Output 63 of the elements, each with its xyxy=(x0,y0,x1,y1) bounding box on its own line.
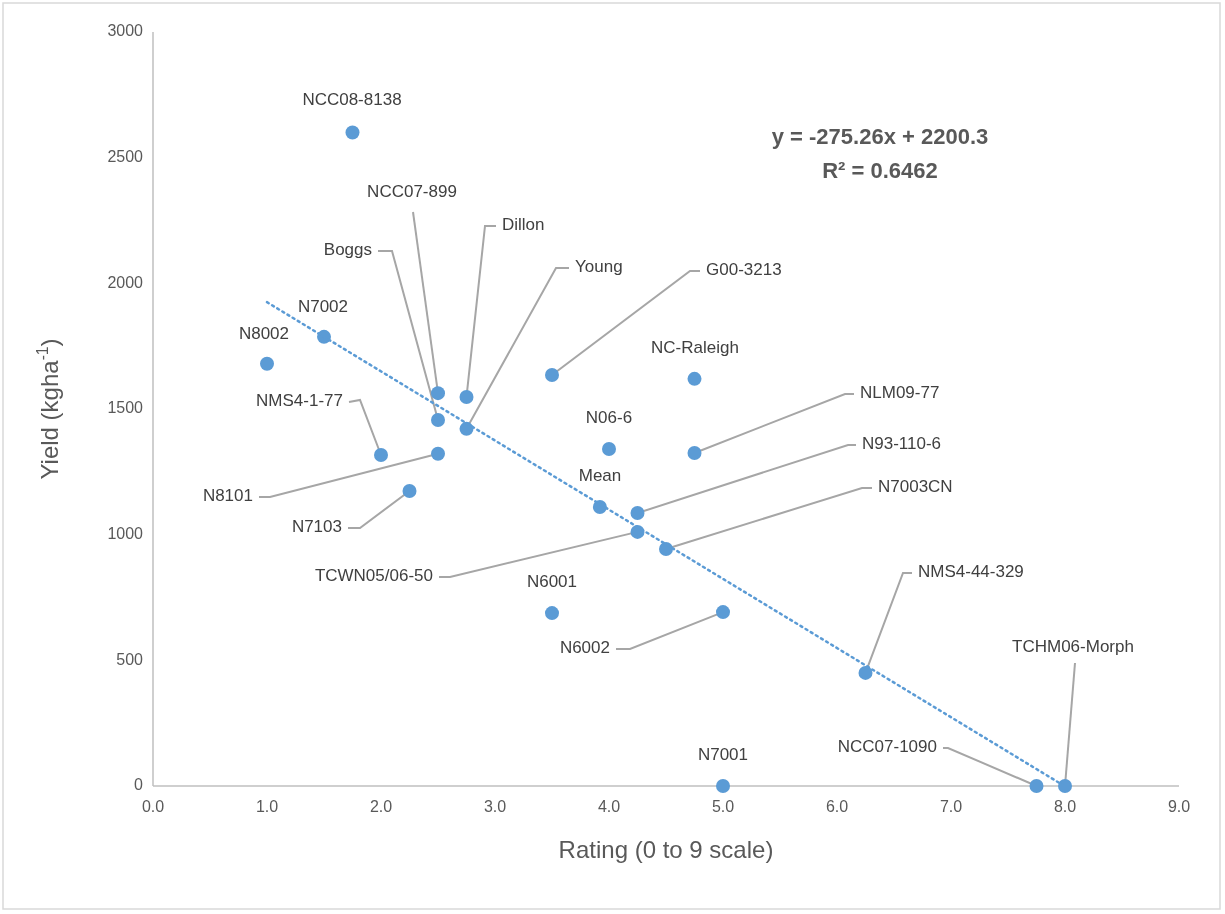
annotation: Boggs xyxy=(323,240,372,260)
y-tick-label: 3000 xyxy=(107,22,144,40)
annotation: Dillon xyxy=(502,215,545,235)
annotation: NCC07-1090 xyxy=(837,737,937,757)
annotation: N7001 xyxy=(697,745,749,765)
x-tick-label: 0.0 xyxy=(141,798,165,816)
annotation: N8101 xyxy=(202,486,253,506)
annotation: N7003CN xyxy=(878,477,953,497)
annotation: TCWN05/06-50 xyxy=(314,566,433,586)
y-tick-label: 2000 xyxy=(107,273,144,291)
point xyxy=(545,368,559,383)
x-tick-label: 2.0 xyxy=(369,798,393,816)
point xyxy=(431,386,445,401)
point xyxy=(260,356,274,371)
y-tick-label: 1000 xyxy=(107,524,144,542)
point xyxy=(716,605,730,620)
annotation: NMS4-1-77 xyxy=(256,391,343,411)
annotation: Mean xyxy=(578,466,622,486)
x-tick-label: 4.0 xyxy=(597,798,621,816)
point xyxy=(345,125,360,140)
x-tick-label: 8.0 xyxy=(1053,798,1077,816)
y-tick-label: 0 xyxy=(134,776,144,794)
point xyxy=(374,447,388,462)
annotation: NCC07-899 xyxy=(367,182,457,202)
x-axis-title: Rating (0 to 9 scale) xyxy=(558,836,774,864)
annotation: N93-110-6 xyxy=(862,434,942,454)
point xyxy=(402,483,417,498)
y-tick-label: 1500 xyxy=(107,399,144,417)
point xyxy=(716,779,730,793)
x-tick-label: 6.0 xyxy=(825,798,849,816)
point xyxy=(687,371,702,386)
annotation: TCHM06-Morph xyxy=(1012,637,1134,657)
x-tick-label: 5.0 xyxy=(711,798,735,816)
annotation: NMS4-44-329 xyxy=(918,562,1024,582)
annotation: N7103 xyxy=(291,517,342,537)
annotation: G00-3213 xyxy=(706,260,782,280)
point xyxy=(431,413,445,428)
point xyxy=(858,665,873,680)
annotation: Young xyxy=(575,257,623,277)
point xyxy=(630,506,645,521)
point xyxy=(1058,779,1072,793)
annotation: NCC08-8138 xyxy=(302,90,402,110)
x-tick-label: 7.0 xyxy=(939,798,963,816)
annotation: N8002 xyxy=(238,324,290,344)
annotation: y = -275.26x + 2200.3 xyxy=(771,123,989,149)
point xyxy=(1029,779,1044,793)
annotation: NC-Raleigh xyxy=(651,338,739,358)
y-tick-label: 2500 xyxy=(107,147,144,165)
y-tick-label: 500 xyxy=(116,650,144,668)
point xyxy=(459,389,474,404)
x-tick-label: 9.0 xyxy=(1167,798,1191,816)
annotation: N7002 xyxy=(297,297,349,317)
annotation: NLM09-77 xyxy=(860,383,940,403)
x-tick-label: 3.0 xyxy=(483,798,507,816)
point xyxy=(687,445,702,460)
point xyxy=(545,606,559,621)
annotation: N06-6 xyxy=(585,408,633,428)
annotation: R² = 0.6462 xyxy=(822,157,938,183)
annotation: N6001 xyxy=(526,572,578,592)
x-tick-label: 1.0 xyxy=(255,798,279,816)
point xyxy=(602,441,616,456)
annotation: N6002 xyxy=(559,638,610,658)
point xyxy=(431,446,445,461)
